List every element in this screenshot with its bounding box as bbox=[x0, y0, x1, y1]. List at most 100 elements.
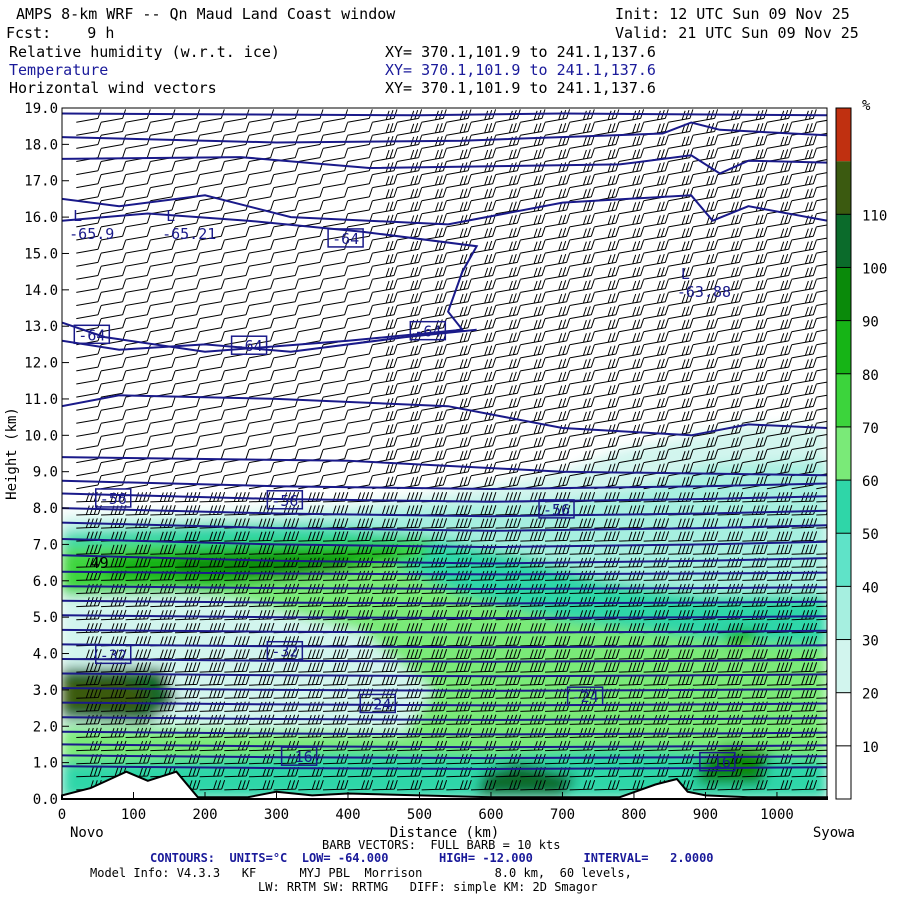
contour-label-box bbox=[94, 488, 132, 508]
wind-barb bbox=[150, 701, 176, 712]
wind-barb bbox=[76, 279, 102, 293]
wind-barb bbox=[322, 423, 349, 437]
wind-barb bbox=[618, 570, 645, 581]
wind-barb bbox=[273, 122, 299, 136]
wind-barb bbox=[347, 727, 374, 738]
colorbar-tick-label: 30 bbox=[862, 634, 879, 650]
temp-contour bbox=[62, 194, 827, 226]
wind-barb bbox=[322, 675, 349, 686]
wind-barb bbox=[421, 544, 448, 555]
wind-barb bbox=[446, 531, 472, 542]
wind-barb bbox=[668, 174, 694, 189]
wind-barb bbox=[544, 766, 571, 778]
wind-barb bbox=[470, 518, 497, 529]
wind-barb bbox=[742, 557, 768, 568]
wind-barb bbox=[643, 518, 670, 529]
wind-barb bbox=[470, 779, 497, 791]
wind-barb bbox=[520, 649, 546, 660]
wind-barb bbox=[717, 161, 743, 176]
wind-barb bbox=[150, 305, 176, 320]
wind-barb bbox=[150, 227, 176, 241]
wind-barb bbox=[421, 357, 447, 372]
wind-barb bbox=[174, 649, 201, 660]
wind-barb bbox=[446, 544, 472, 555]
wind-barb bbox=[347, 635, 374, 647]
wind-barb bbox=[224, 491, 250, 503]
wind-barb bbox=[322, 518, 349, 529]
wind-barb bbox=[100, 622, 127, 634]
temp-contour-label: -64 bbox=[332, 230, 359, 248]
wind-barb bbox=[544, 544, 571, 555]
wind-barb bbox=[421, 449, 447, 464]
wind-barb bbox=[76, 357, 102, 372]
wind-barb bbox=[766, 688, 793, 699]
wind-barb bbox=[668, 161, 694, 176]
wind-barb bbox=[298, 753, 324, 765]
wind-barb bbox=[248, 570, 275, 581]
wind-barb bbox=[791, 371, 817, 385]
wind-barb bbox=[322, 253, 349, 267]
wind-barb bbox=[322, 609, 349, 621]
wind-barb bbox=[100, 410, 127, 424]
temp-contour bbox=[62, 212, 479, 353]
wind-barb bbox=[594, 779, 620, 791]
wind-barb bbox=[495, 649, 522, 660]
wind-barb bbox=[618, 727, 645, 738]
wind-barb bbox=[544, 357, 571, 372]
wind-barb bbox=[470, 649, 497, 660]
wind-barb bbox=[248, 279, 275, 293]
wind-barb bbox=[742, 766, 768, 778]
low-marker: L bbox=[166, 207, 175, 225]
field-xy-temperature: XY= 370.1,101.9 to 241.1,137.6 bbox=[385, 61, 656, 79]
wind-barb bbox=[421, 475, 447, 490]
wind-barb bbox=[174, 662, 201, 673]
wind-barb bbox=[717, 227, 743, 241]
wind-barb bbox=[520, 122, 546, 136]
wind-barb bbox=[347, 570, 374, 581]
wind-barb bbox=[618, 449, 645, 464]
wind-barb bbox=[396, 357, 423, 372]
wind-barb bbox=[791, 701, 818, 712]
wind-barb bbox=[396, 344, 423, 359]
wind-barb bbox=[125, 518, 152, 529]
wind-barb bbox=[742, 266, 768, 280]
wind-barb bbox=[273, 384, 299, 398]
wind-barb bbox=[174, 174, 201, 189]
wind-barb bbox=[544, 384, 571, 398]
wind-barb bbox=[446, 200, 472, 215]
contour-label-box bbox=[266, 640, 304, 661]
wind-barb bbox=[618, 200, 645, 215]
wind-barb bbox=[643, 662, 670, 673]
wind-barb bbox=[618, 410, 645, 424]
wind-barb bbox=[174, 766, 201, 778]
wind-barb bbox=[569, 227, 595, 241]
wind-barb bbox=[421, 279, 447, 293]
wind-barb bbox=[692, 491, 719, 503]
wind-barb bbox=[298, 491, 324, 503]
wind-barb bbox=[766, 344, 793, 359]
wind-barb bbox=[618, 609, 645, 621]
wind-barb bbox=[372, 148, 398, 162]
wind-barb bbox=[594, 740, 620, 752]
wind-barb bbox=[470, 344, 497, 359]
wind-barb bbox=[495, 357, 521, 372]
wind-barb bbox=[791, 397, 817, 411]
wind-barb bbox=[742, 544, 768, 555]
wind-barb bbox=[766, 622, 793, 634]
wind-barb bbox=[470, 505, 497, 516]
wind-barb bbox=[248, 122, 275, 136]
wind-barb bbox=[100, 174, 127, 189]
wind-barb bbox=[446, 596, 472, 608]
wind-barb bbox=[248, 649, 275, 660]
wind-barb bbox=[224, 279, 250, 293]
wind-barb bbox=[372, 318, 398, 333]
wind-barb bbox=[298, 675, 324, 686]
wind-barb bbox=[618, 213, 645, 228]
temp-contour bbox=[62, 687, 827, 692]
wind-barb bbox=[495, 213, 521, 228]
wind-barb bbox=[544, 596, 571, 608]
wind-barb bbox=[618, 305, 645, 320]
wind-barb bbox=[495, 688, 522, 699]
wind-barb bbox=[372, 766, 398, 778]
wind-barb bbox=[199, 701, 226, 712]
